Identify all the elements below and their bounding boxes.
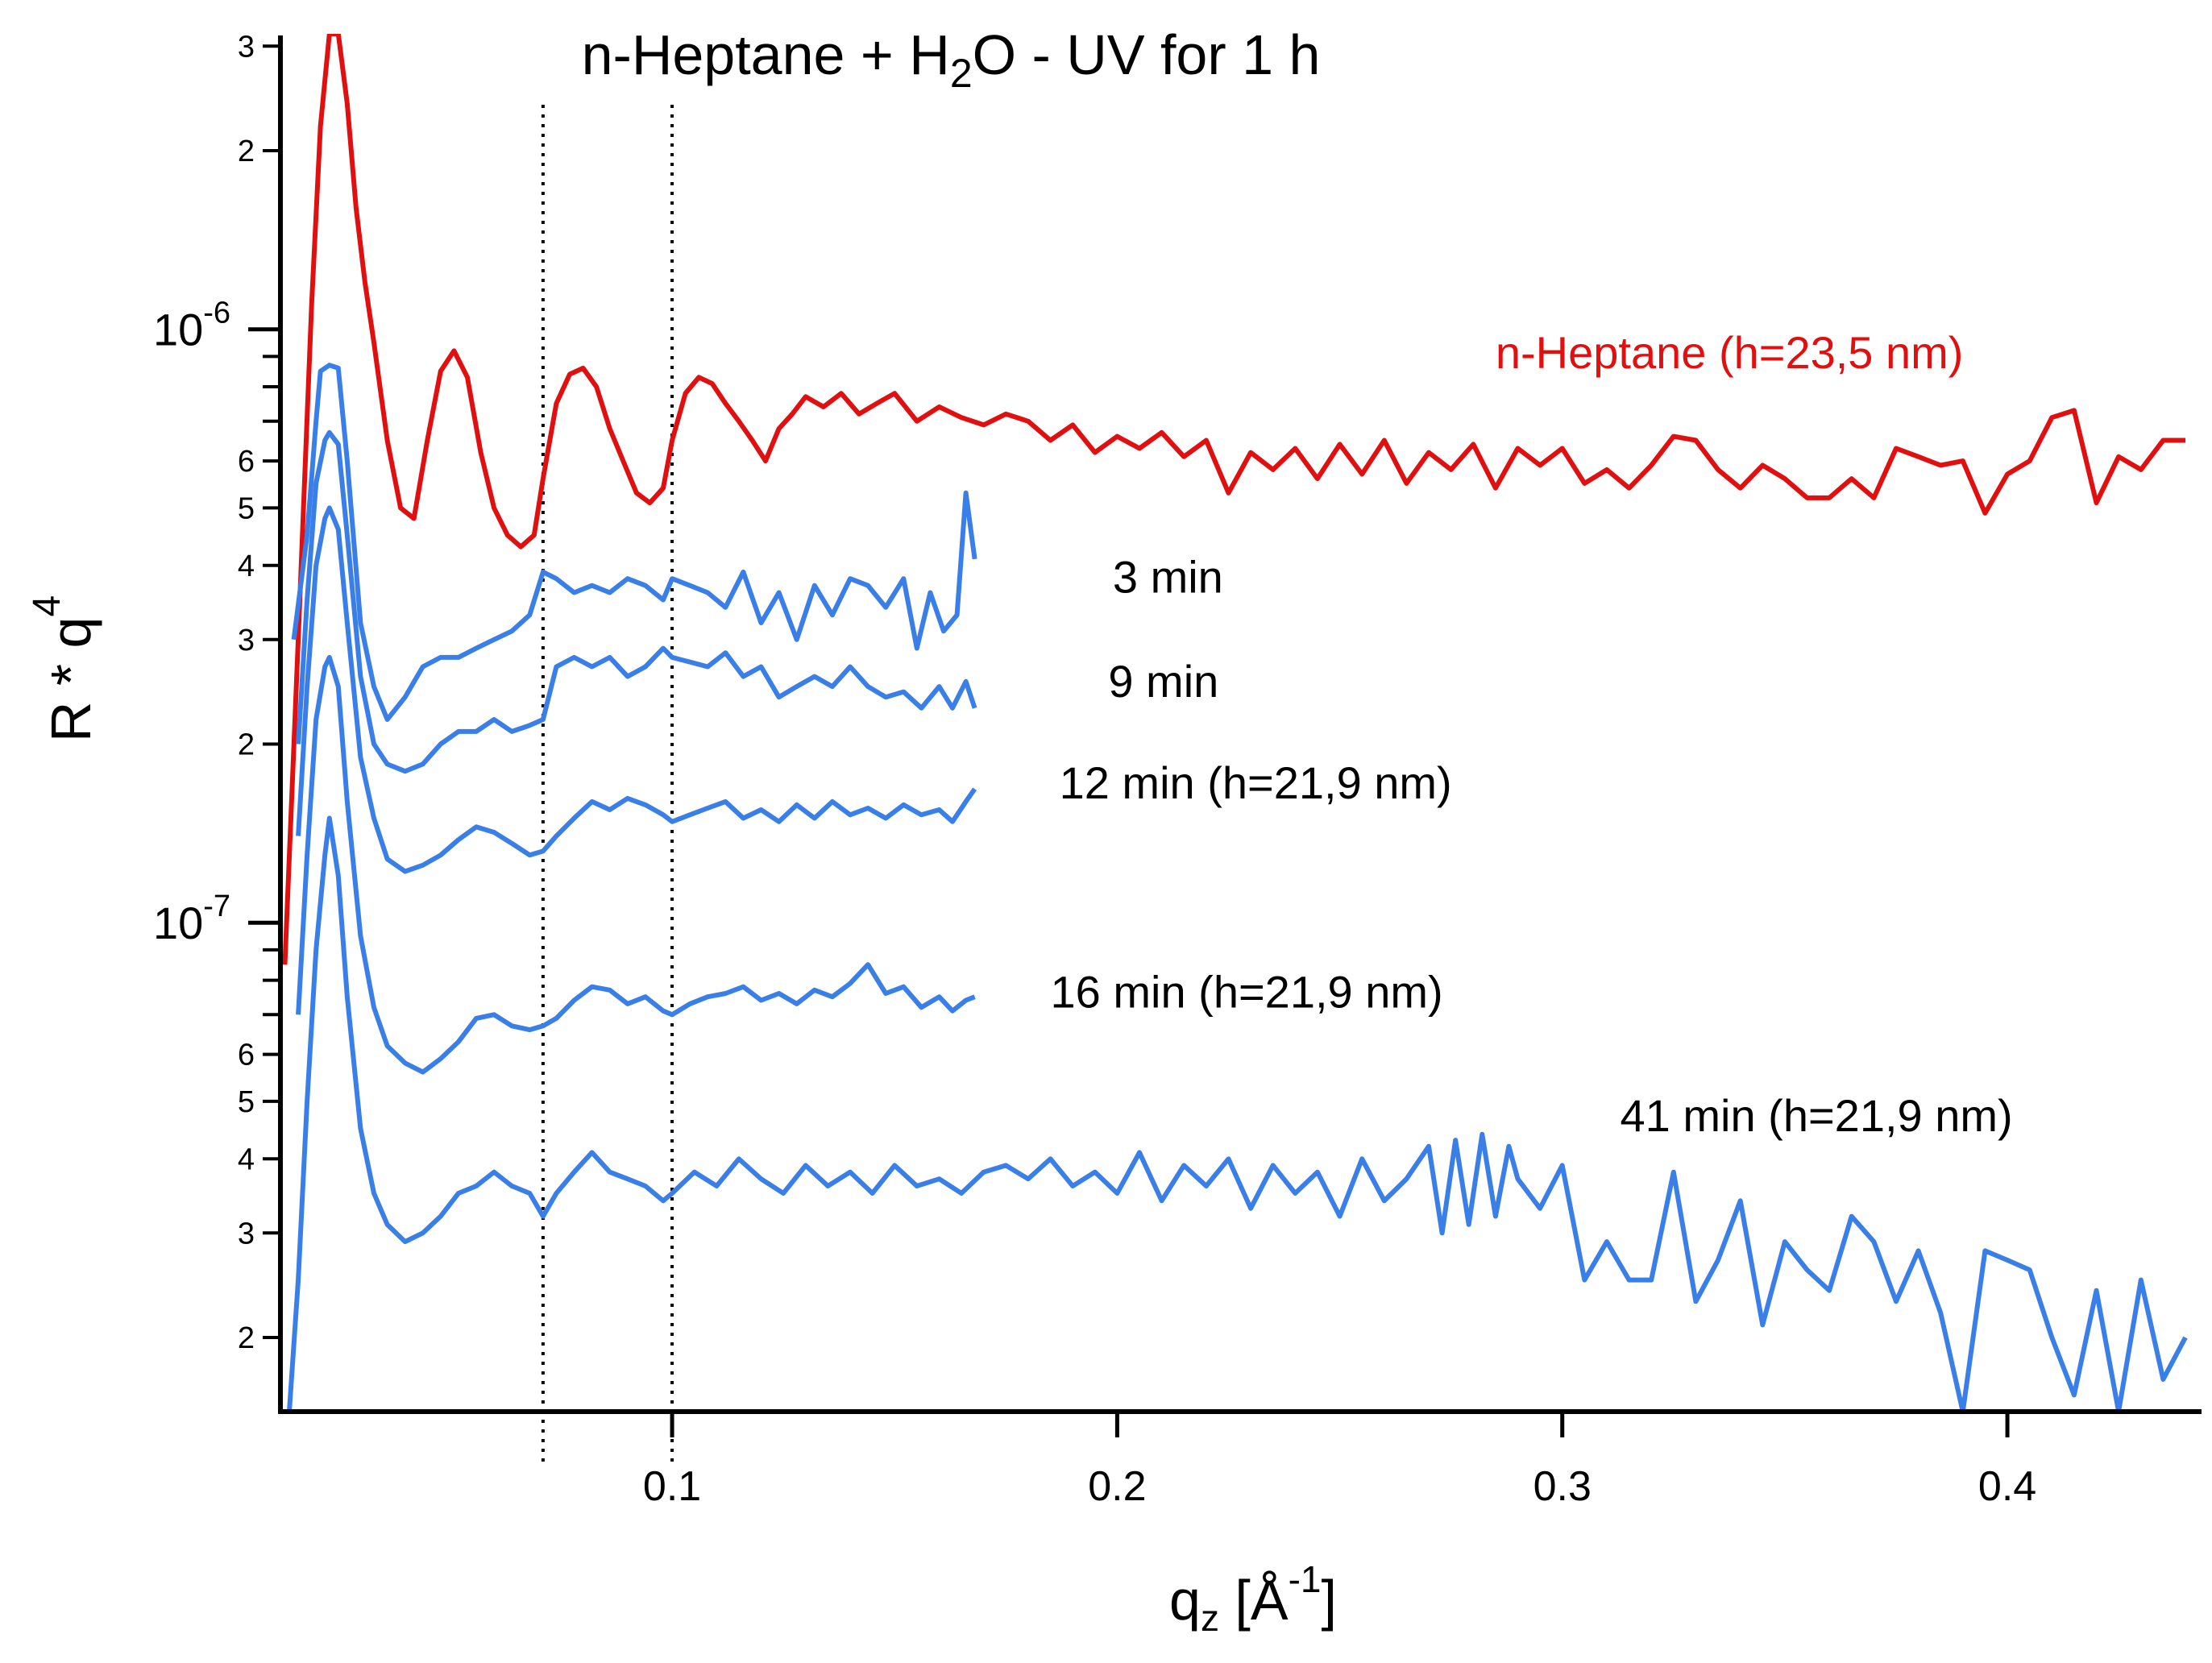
y-minor-tick-label: 2 [238,1321,255,1355]
series-line-2 [291,363,977,722]
y-minor-tick-label: 5 [238,491,255,525]
x-tick-label: 0.1 [643,1463,701,1510]
y-minor-tick-label: 4 [238,1143,255,1176]
series-label: 3 min [1113,551,1223,602]
x-tick-label: 0.2 [1088,1463,1146,1510]
series-labels: n-Heptane (h=23,5 nm) 3 min 9 min 12 min (h… [1051,327,2013,1141]
series-line-5 [296,654,976,1075]
y-major-tick-label: 10-6 [153,297,230,355]
y-minor-tick-label: 2 [238,728,255,761]
y-axis-label: R * q4 [26,595,102,742]
series-label: n-Heptane (h=23,5 nm) [1496,327,1964,378]
y-minor-tick-label: 3 [238,624,255,657]
series-label: 9 min [1108,656,1218,707]
series-label: 12 min (h=21,9 nm) [1060,757,1452,808]
series-line-6 [287,815,2188,1412]
y-minor-tick-label: 3 [238,1217,255,1250]
series-layer [282,34,2188,1412]
y-major-tick-label: 10-7 [153,890,230,948]
y-minor-tick-label: 6 [238,445,255,479]
series-line-3 [296,429,977,774]
chart-title: n-Heptane + H2O - UV for 1 h [582,23,1321,96]
y-minor-tick-label: 5 [238,1085,255,1119]
y-minor-tick-label: 2 [238,135,255,168]
series-line-4 [296,505,977,874]
x-tick-label: 0.4 [1978,1463,2036,1510]
y-minor-tick-label: 6 [238,1039,255,1072]
reference-lines [541,105,674,1466]
x-tick-label: 0.3 [1533,1463,1592,1510]
y-minor-tick-label: 4 [238,549,255,583]
axes: 0.1 0.2 0.3 0.4 10-6 10-7 3 2 6 5 4 3 2 6 5 4 3 2 [153,30,2202,1510]
y-minor-tick-label: 3 [238,30,255,64]
series-label: 41 min (h=21,9 nm) [1621,1090,2013,1141]
x-axis-label: qz [Å-1] [1169,1558,1337,1639]
series-label: 16 min (h=21,9 nm) [1051,966,1443,1017]
series-line-1 [282,34,2185,965]
